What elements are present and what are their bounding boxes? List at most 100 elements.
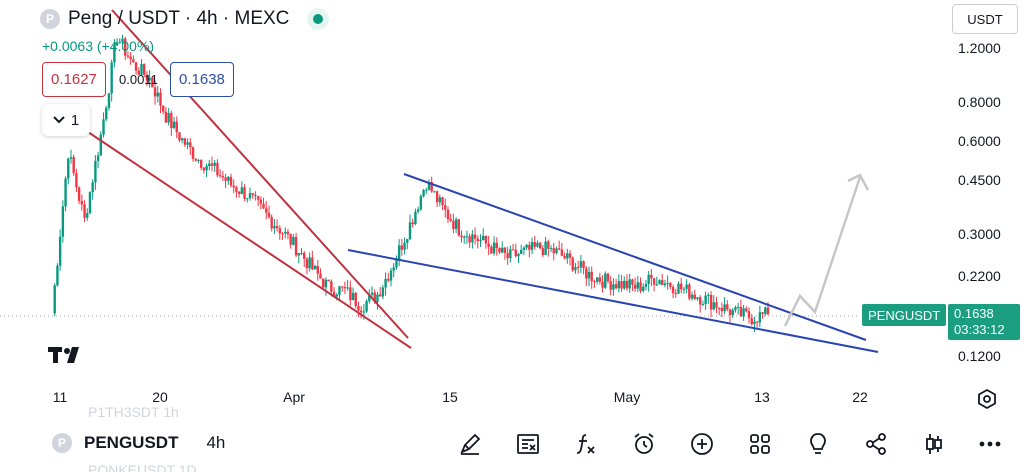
candle-body <box>492 242 496 254</box>
candle-body <box>294 236 298 256</box>
candle-body <box>270 216 273 229</box>
price-axis-label: 0.2200 <box>958 268 1001 284</box>
price-axis-label: 1.2000 <box>958 40 1001 56</box>
candle-body <box>96 155 100 162</box>
candle-body <box>587 271 591 279</box>
candle-body <box>495 242 498 249</box>
candle-series <box>53 34 770 333</box>
time-axis-label: Apr <box>283 389 305 405</box>
candle-body <box>463 236 466 238</box>
candle-body <box>471 234 474 243</box>
candle-body <box>590 271 593 282</box>
time-axis-label: 11 <box>52 389 68 405</box>
candle-body <box>674 293 677 295</box>
currency-select[interactable]: USDT <box>952 4 1018 34</box>
candle-body <box>514 249 517 257</box>
alert-icon[interactable] <box>630 430 658 458</box>
candle-body <box>281 233 284 235</box>
candle-body <box>180 138 184 141</box>
chevron-down-icon <box>53 116 65 124</box>
symbol-title[interactable]: Peng / USDT · 4h · MEXC <box>68 8 290 29</box>
candle-body <box>240 187 244 194</box>
toolbar-interval[interactable]: 4h <box>206 433 226 452</box>
candle-body <box>517 254 520 257</box>
idea-bulb-icon[interactable] <box>804 430 832 458</box>
candle-body <box>69 157 73 159</box>
candle-body <box>547 241 550 249</box>
candle-body <box>373 292 376 303</box>
candle-body <box>387 278 390 281</box>
candle-body <box>172 121 176 128</box>
candle-body <box>278 228 282 234</box>
candle-body <box>631 279 634 285</box>
candle-body <box>422 190 425 197</box>
toolbar-symbol-group[interactable]: P PENGUSDT 4h <box>52 433 225 453</box>
share-icon[interactable] <box>862 430 890 458</box>
candle-body <box>533 242 536 247</box>
candle-body <box>124 38 127 56</box>
candle-body <box>549 248 553 250</box>
candle-body <box>571 257 574 271</box>
candle-body <box>503 247 507 253</box>
candle-body <box>579 261 583 268</box>
candle-body <box>444 205 447 210</box>
candle-body <box>189 142 192 148</box>
candle-body <box>726 304 729 310</box>
toolbar-symbol[interactable]: PENGUSDT <box>84 433 179 452</box>
layout-grid-icon[interactable] <box>746 430 774 458</box>
candle-body <box>560 249 564 256</box>
sell-price-button[interactable]: 0.1627 <box>42 62 106 97</box>
candle-body <box>482 235 485 241</box>
candle-body <box>378 294 382 297</box>
time-axis-label: May <box>613 389 641 405</box>
candle-body <box>94 161 97 183</box>
last-price-badge: 0.1638 03:33:12 <box>948 304 1020 340</box>
candle-body <box>411 222 414 225</box>
candle-body <box>75 173 78 188</box>
candle-body <box>536 242 539 247</box>
indicator-fx-icon[interactable] <box>572 430 600 458</box>
settings-icon[interactable] <box>976 388 998 410</box>
candle-body <box>313 265 317 270</box>
candle-body <box>457 219 461 236</box>
candle-body <box>731 309 734 316</box>
candle-body <box>145 74 149 81</box>
candle-body <box>256 196 260 200</box>
candle-body <box>88 192 92 214</box>
market-status-icon[interactable] <box>307 8 330 30</box>
candle-body <box>750 318 753 325</box>
close-position-icon[interactable] <box>514 430 542 458</box>
projection-path-line[interactable] <box>783 176 862 327</box>
candles-icon[interactable] <box>920 430 948 458</box>
candle-body <box>566 253 569 259</box>
price-axis-label: 0.1200 <box>958 348 1001 364</box>
candle-body <box>340 286 344 288</box>
bar-countdown: 03:33:12 <box>954 322 1005 337</box>
candle-body <box>161 105 165 112</box>
candle-body <box>598 277 602 282</box>
candle-body <box>143 64 146 75</box>
candle-body <box>430 182 433 192</box>
more-icon[interactable] <box>976 430 1004 458</box>
add-icon[interactable] <box>688 430 716 458</box>
wedge-blue-lower-line[interactable] <box>347 249 879 353</box>
candle-body <box>227 176 230 181</box>
interval-toggle-button[interactable]: 1 <box>42 104 90 136</box>
buy-price-button[interactable]: 0.1638 <box>170 62 234 97</box>
wedge-blue-upper-line[interactable] <box>403 173 867 341</box>
candle-body <box>414 211 417 225</box>
candle-body <box>351 292 355 301</box>
candle-body <box>210 163 214 166</box>
candle-body <box>661 280 664 286</box>
candle-body <box>153 87 157 97</box>
candle-body <box>522 247 526 250</box>
wedge-red-upper-line[interactable] <box>111 9 409 339</box>
draw-icon[interactable] <box>456 430 484 458</box>
wedge-red-lower-line[interactable] <box>87 131 412 349</box>
last-price-value: 0.1638 <box>954 306 994 321</box>
candle-body <box>297 253 301 256</box>
candle-body <box>262 203 265 209</box>
candle-body <box>61 206 65 237</box>
candle-body <box>370 292 374 295</box>
